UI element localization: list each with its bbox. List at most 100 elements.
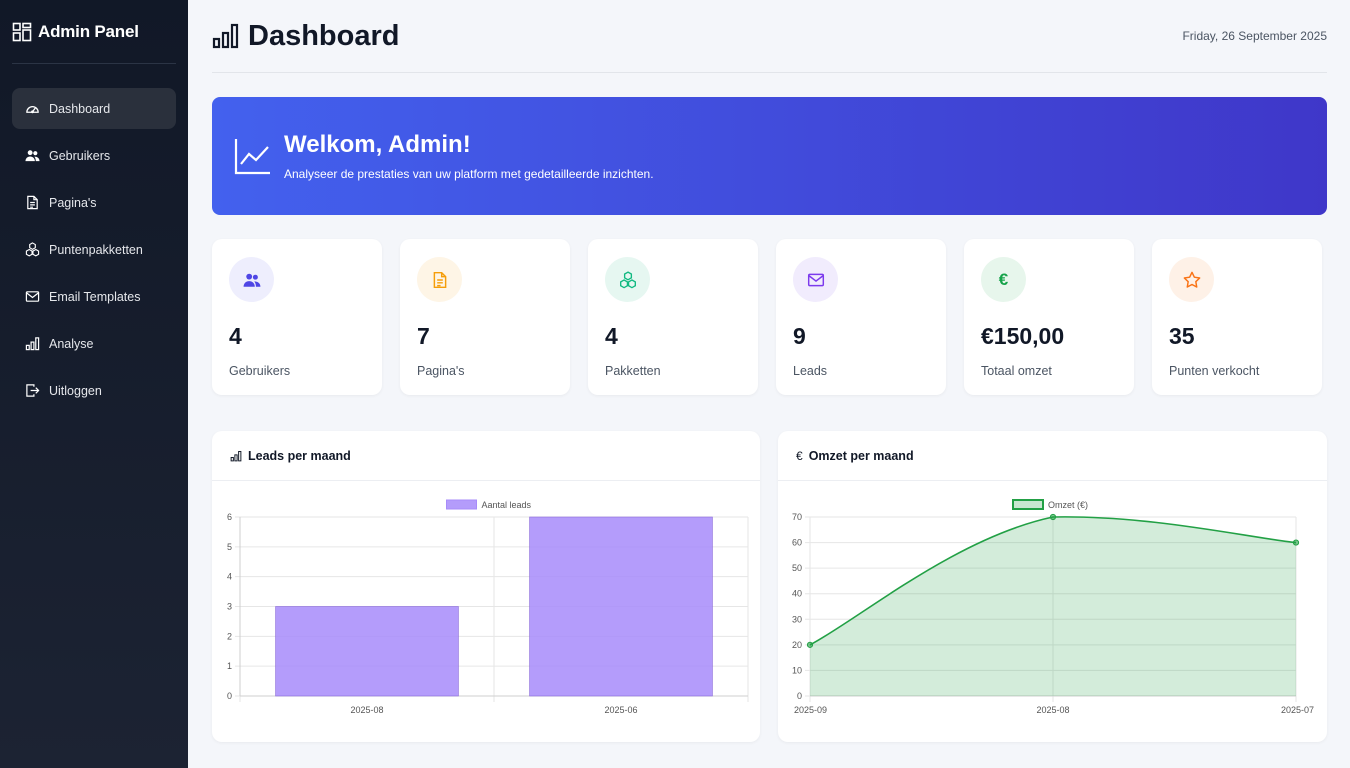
bar <box>529 516 713 697</box>
brand-title: Admin Panel <box>38 21 139 41</box>
y-tick-label: 3 <box>227 602 232 612</box>
y-tick-label: 0 <box>797 691 802 701</box>
boxes-icon <box>24 242 40 258</box>
brand: Admin Panel <box>12 0 176 64</box>
stat-label: Pakketten <box>605 364 661 378</box>
sidebar-item-puntenpakketten[interactable]: Puntenpakketten <box>12 229 176 270</box>
y-tick-label: 60 <box>792 538 802 548</box>
leads-chart-card: Leads per maand Aantal leads 0 1 2 3 4 5 6 2025-… <box>212 431 760 742</box>
sidebar-item-dashboard[interactable]: Dashboard <box>12 88 176 129</box>
stat-icon <box>417 257 462 302</box>
stat-label: Gebruikers <box>229 364 291 378</box>
sidebar-item-gebruikers[interactable]: Gebruikers <box>12 135 176 176</box>
sidebar-item-analyse[interactable]: Analyse <box>12 323 176 364</box>
stat-card-paginas: 7 Pagina's <box>400 239 570 395</box>
data-point <box>1049 513 1057 521</box>
sidebar: Admin Panel Dashboard Gebruikers Pagina'… <box>0 0 188 768</box>
y-tick-label: 4 <box>227 572 232 582</box>
sidebar-item-label: Puntenpakketten <box>49 242 143 257</box>
stat-icon <box>229 257 274 302</box>
stat-card-gebruikers: 4 Gebruikers <box>212 239 382 395</box>
file-text-icon <box>24 195 40 211</box>
file-text-icon <box>431 271 449 289</box>
x-tick-label: 2025-08 <box>1036 705 1069 715</box>
envelope-icon <box>807 271 825 289</box>
sidebar-item-label: Gebruikers <box>49 148 111 163</box>
euro-icon: € <box>796 448 803 463</box>
x-tick-label: 2025-06 <box>604 705 637 715</box>
speedometer-icon <box>24 101 40 117</box>
welcome-title: Welkom, Admin! <box>284 131 471 158</box>
stat-card-punten: 35 Punten verkocht <box>1152 239 1322 395</box>
sidebar-item-label: Pagina's <box>49 195 97 210</box>
stat-icon <box>1169 257 1214 302</box>
logout-icon <box>24 383 40 399</box>
euro-icon: € <box>998 269 1009 289</box>
sidebar-item-label: Analyse <box>49 336 94 351</box>
users-icon <box>24 148 40 164</box>
page-title: Dashboard <box>212 20 399 53</box>
stat-value: 9 <box>793 323 806 349</box>
grid-icon <box>12 22 32 42</box>
y-tick-label: 20 <box>792 640 802 650</box>
x-tick-label: 2025-09 <box>794 705 827 715</box>
stat-card-leads: 9 Leads <box>776 239 946 395</box>
sidebar-nav: Dashboard Gebruikers Pagina's Puntenpakk… <box>0 88 188 411</box>
welcome-subtitle: Analyseer de prestaties van uw platform … <box>284 167 654 181</box>
stat-label: Pagina's <box>417 364 465 378</box>
stat-value: 7 <box>417 323 430 349</box>
stats-row: 4 Gebruikers 7 Pagina's 4 Pakketten <box>212 239 1327 395</box>
legend-label: Aantal leads <box>482 500 532 510</box>
stat-value: €150,00 <box>981 323 1065 349</box>
y-tick-label: 30 <box>792 614 802 624</box>
charts-row: Leads per maand Aantal leads 0 1 2 3 4 5 6 2025-… <box>212 431 1327 742</box>
bar-chart-icon <box>24 336 40 352</box>
y-tick-label: 6 <box>227 512 232 522</box>
stat-label: Leads <box>793 364 828 378</box>
bar <box>275 606 459 697</box>
y-tick-label: 0 <box>227 691 232 701</box>
bar-chart-icon <box>212 22 240 50</box>
card-header: Leads per maand <box>212 431 760 481</box>
sidebar-item-label: Uitloggen <box>49 383 102 398</box>
star-icon <box>1183 271 1201 289</box>
x-tick-label: 2025-08 <box>350 705 383 715</box>
stat-icon: € <box>981 257 1026 302</box>
bar-chart-icon <box>230 450 242 462</box>
leads-bar-chart: Aantal leads 0 1 2 3 4 5 6 2025-08 2025-06 <box>227 499 749 715</box>
sidebar-item-paginas[interactable]: Pagina's <box>12 182 176 223</box>
stat-value: 35 <box>1169 323 1195 349</box>
y-tick-label: 1 <box>227 661 232 671</box>
sidebar-item-uitloggen[interactable]: Uitloggen <box>12 370 176 411</box>
stat-icon <box>605 257 650 302</box>
stat-value: 4 <box>229 323 242 349</box>
y-tick-label: 2 <box>227 631 232 641</box>
legend-label: Omzet (€) <box>1048 500 1088 510</box>
header-date: Friday, 26 September 2025 <box>1182 29 1327 43</box>
stat-value: 4 <box>605 323 618 349</box>
y-tick-label: 5 <box>227 542 232 552</box>
stat-card-pakketten: 4 Pakketten <box>588 239 758 395</box>
card-title: Omzet per maand <box>808 448 914 463</box>
legend-swatch <box>1012 499 1044 510</box>
stat-icon <box>793 257 838 302</box>
y-tick-label: 40 <box>792 589 802 599</box>
stat-card-omzet: € €150,00 Totaal omzet <box>964 239 1134 395</box>
sidebar-item-label: Dashboard <box>49 101 111 116</box>
stat-label: Punten verkocht <box>1169 364 1260 378</box>
y-tick-label: 10 <box>792 665 802 675</box>
line-chart-icon <box>234 137 272 175</box>
envelope-icon <box>24 289 40 305</box>
welcome-banner: Welkom, Admin! Analyseer de prestaties v… <box>212 97 1327 215</box>
sidebar-item-email-templates[interactable]: Email Templates <box>12 276 176 317</box>
y-tick-label: 70 <box>792 512 802 522</box>
users-icon <box>243 271 261 289</box>
omzet-chart-card: € Omzet per maand Omzet (€) 0 10 20 30 40 50 60… <box>778 431 1327 742</box>
page-title-text: Dashboard <box>248 19 400 52</box>
sidebar-item-label: Email Templates <box>49 289 141 304</box>
area-fill <box>810 516 1296 696</box>
legend-swatch <box>446 499 477 510</box>
card-header: € Omzet per maand <box>778 431 1327 481</box>
stat-label: Totaal omzet <box>981 364 1052 378</box>
boxes-icon <box>619 270 637 289</box>
